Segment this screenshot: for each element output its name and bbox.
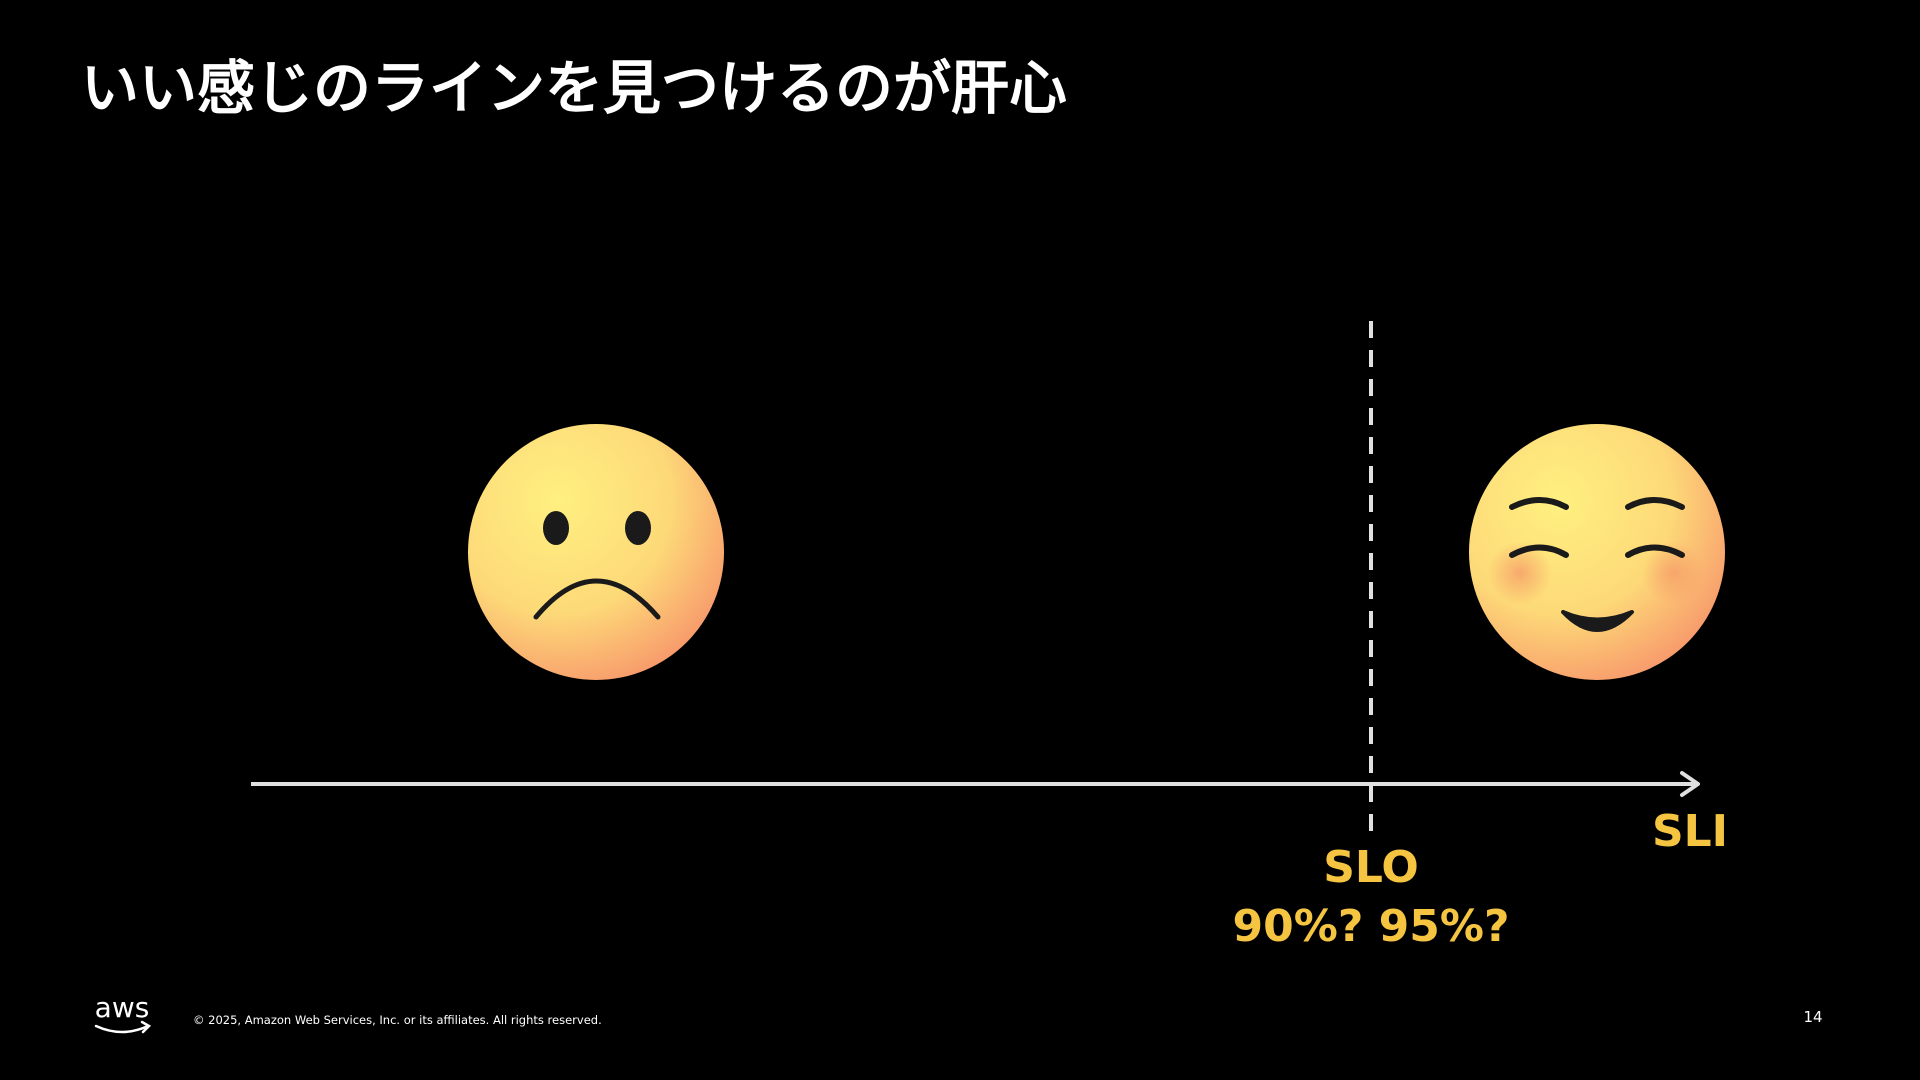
slide-title: いい感じのラインを見つけるのが肝心 bbox=[81, 54, 1067, 122]
page-number: 14 bbox=[1803, 1008, 1822, 1026]
aws-logo: aws bbox=[95, 991, 150, 1024]
aws-logo-smile bbox=[94, 1020, 152, 1034]
copyright: © 2025, Amazon Web Services, Inc. or its… bbox=[193, 1013, 602, 1027]
sad-face bbox=[468, 424, 724, 680]
happy-face bbox=[1469, 424, 1725, 680]
threshold-label: SLO bbox=[1323, 842, 1419, 893]
sli-axis bbox=[251, 771, 1700, 797]
threshold-question: 90%? 95%? bbox=[1233, 901, 1510, 952]
axis-label: SLI bbox=[1652, 806, 1728, 857]
